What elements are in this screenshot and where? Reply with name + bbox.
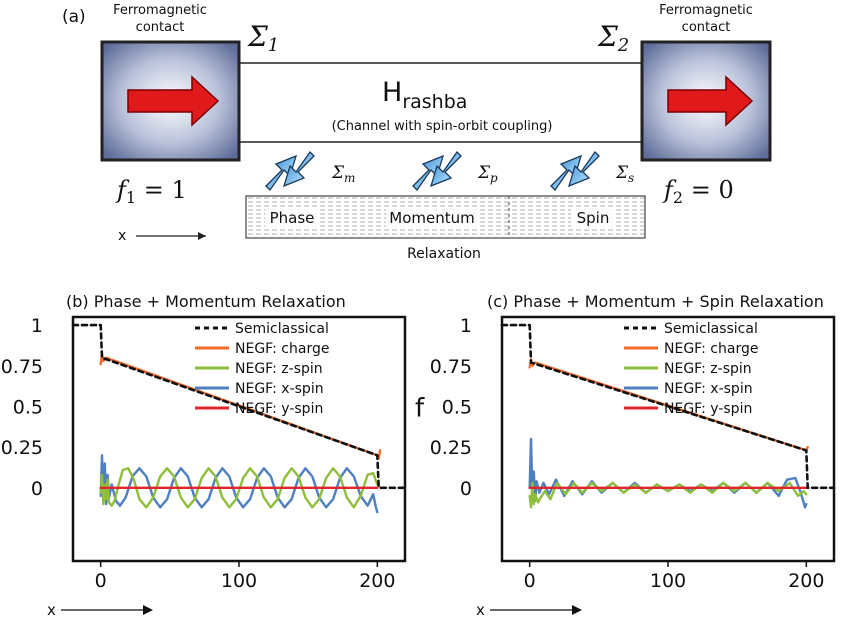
sigma2-label: Σ2 xyxy=(597,20,629,56)
legend-entry: NEGF: z-spin xyxy=(235,361,323,377)
y-tick-label: 0 xyxy=(31,478,43,500)
relax-spin-label: Spin xyxy=(577,209,610,227)
series-line-negf-z-spin xyxy=(528,481,808,509)
legend-entry: NEGF: charge xyxy=(235,341,329,357)
sigma-p-label: Σp xyxy=(477,163,498,185)
x-tick-label: 200 xyxy=(788,570,824,592)
chart-title: (c) Phase + Momentum + Spin Relaxation xyxy=(487,292,824,311)
phase-exchange-arrows-icon xyxy=(412,150,462,192)
momentum-exchange-arrows-icon xyxy=(265,150,315,192)
y-tick-label: 0.75 xyxy=(430,356,472,378)
relax-momentum-label: Momentum xyxy=(389,209,474,227)
chart-c: (c) Phase + Momentum + Spin Relaxation 0 1… xyxy=(415,292,836,619)
left-contact-label: Ferromagnetic contact xyxy=(113,3,207,35)
right-magnetization-arrow-icon xyxy=(667,75,754,127)
legend-entry: Semiclassical xyxy=(664,321,758,337)
f1-label: f1 = 1 xyxy=(115,176,187,207)
right-contact-line1: Ferromagnetic xyxy=(659,3,753,18)
sigma1-label: Σ1 xyxy=(247,20,279,56)
series-line-negf-x-spin xyxy=(99,454,379,514)
spin-exchange-arrows-icon xyxy=(550,150,600,192)
series-line-negf-x-spin xyxy=(528,437,808,509)
x-tick-label: 100 xyxy=(650,570,686,592)
legend-entry: NEGF: x-spin xyxy=(664,381,753,397)
legend-entry: NEGF: y-spin xyxy=(664,401,752,417)
x-tick-label: 0 xyxy=(524,570,536,592)
series-line-semiclassical xyxy=(71,323,407,490)
x-axis-label: x xyxy=(476,601,485,619)
y-tick-label: 0.5 xyxy=(442,396,472,418)
y-tick-label: 0.75 xyxy=(1,356,43,378)
legend-entry: Semiclassical xyxy=(235,321,329,337)
relaxation-title: Relaxation xyxy=(407,246,481,262)
y-axis-label: f xyxy=(415,393,425,423)
right-contact-line2: contact xyxy=(682,20,731,35)
x-tick-label: 100 xyxy=(221,570,257,592)
series-line-negf-z-spin xyxy=(99,467,379,509)
chart-title: (b) Phase + Momentum Relaxation xyxy=(66,292,346,311)
legend-entry: NEGF: x-spin xyxy=(235,381,324,397)
panel-a-label: (a) xyxy=(62,7,86,27)
x-tick-label: 0 xyxy=(95,570,107,592)
channel-caption: (Channel with spin-orbit coupling) xyxy=(332,119,553,134)
right-contact-label: Ferromagnetic contact xyxy=(659,3,753,35)
x-direction-arrowhead-icon xyxy=(143,605,153,615)
process-arrows xyxy=(265,150,600,192)
panel-a: (a) Ferromagnetic contact Ferromagnetic … xyxy=(62,3,772,262)
left-contact-line2: contact xyxy=(136,20,185,35)
x-axis-label-a: x xyxy=(118,228,126,244)
legend-entry: NEGF: charge xyxy=(664,341,758,357)
legend-entry: NEGF: z-spin xyxy=(664,361,752,377)
x-direction-arrowhead-icon xyxy=(198,232,206,240)
left-contact-line1: Ferromagnetic xyxy=(113,3,207,18)
sigma-m-label: Σm xyxy=(331,163,355,185)
x-tick-label: 200 xyxy=(359,570,395,592)
y-tick-label: 0 xyxy=(460,478,472,500)
y-tick-label: 1 xyxy=(31,315,43,337)
chart-b: (b) Phase + Momentum Relaxation 0 100 200 0 0… xyxy=(1,292,407,619)
sigma-s-label: Σs xyxy=(615,163,634,185)
y-tick-label: 1 xyxy=(460,315,472,337)
f2-label: f2 = 0 xyxy=(662,176,734,207)
y-tick-label: 0.25 xyxy=(430,437,472,459)
legend-entry: NEGF: y-spin xyxy=(235,401,323,417)
relax-phase-label: Phase xyxy=(270,209,315,227)
x-direction-arrowhead-icon xyxy=(572,605,582,615)
y-tick-label: 0.25 xyxy=(1,437,43,459)
left-magnetization-arrow-icon xyxy=(127,75,220,127)
series-line-semiclassical xyxy=(500,323,836,490)
x-axis-label: x xyxy=(47,601,56,619)
y-tick-label: 0.5 xyxy=(13,396,43,418)
hamiltonian-label: Hrashba xyxy=(382,77,467,113)
